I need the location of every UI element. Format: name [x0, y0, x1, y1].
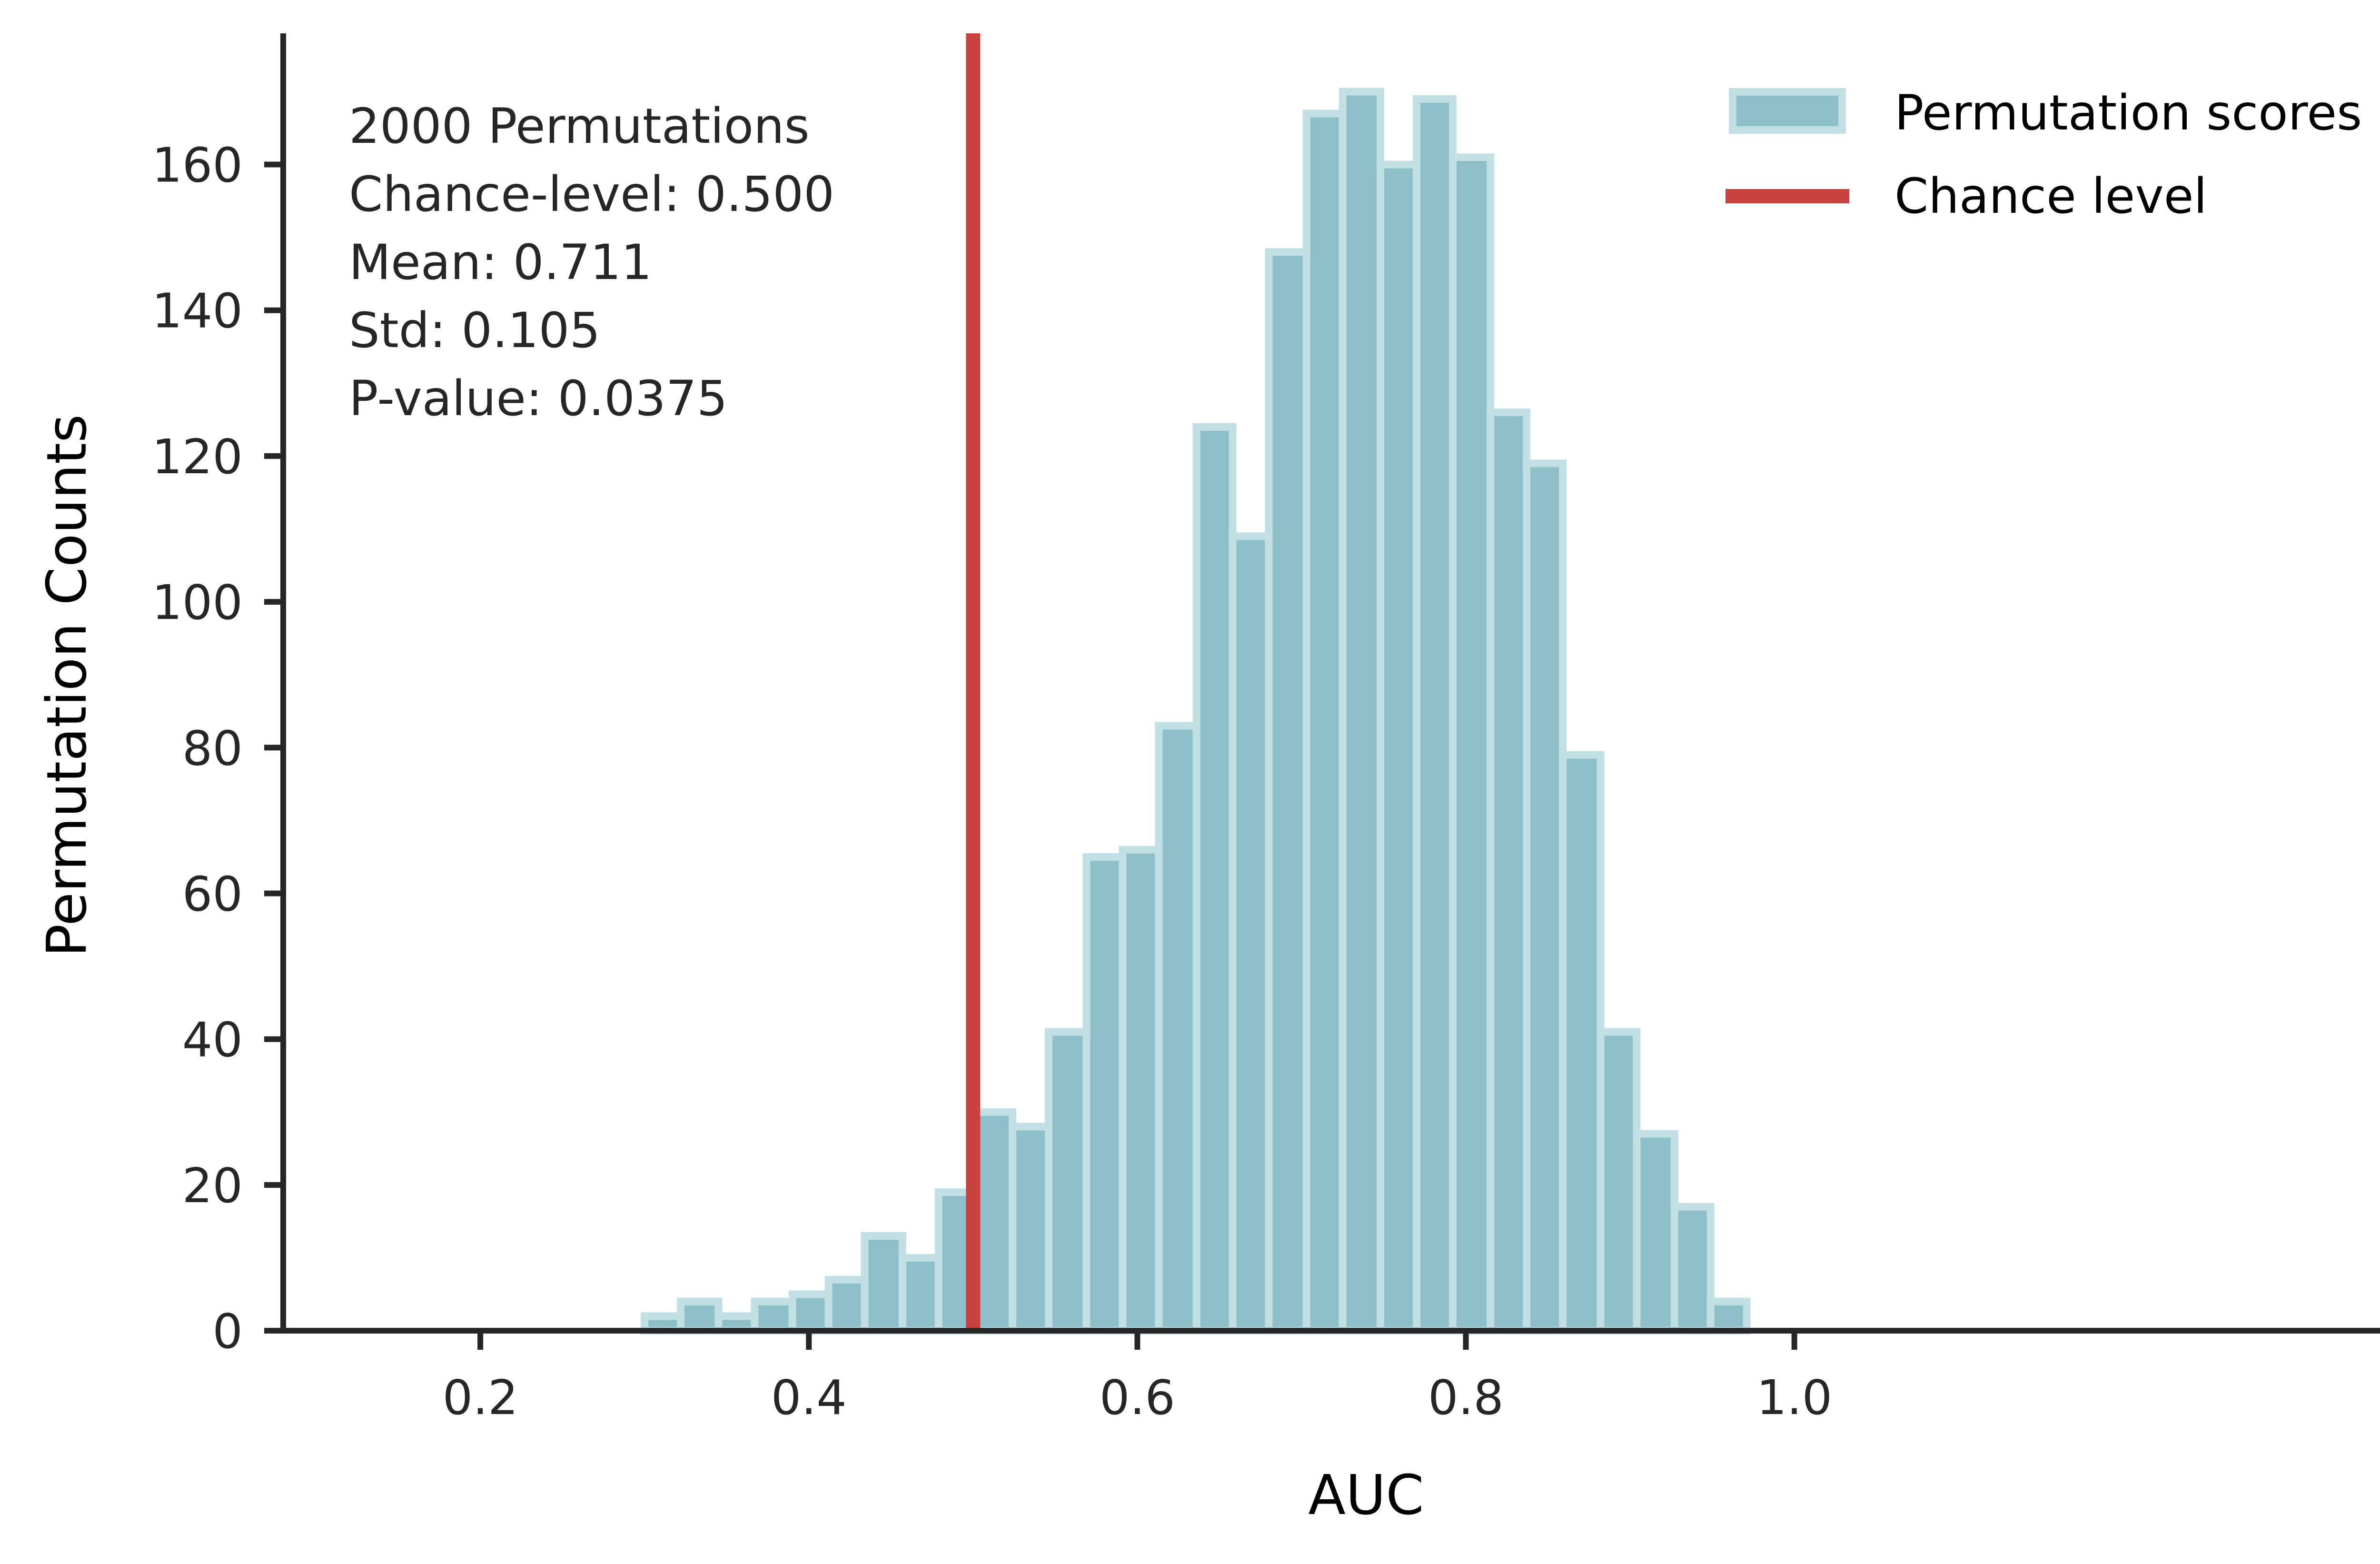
histogram-bar — [1487, 408, 1531, 1335]
y-tick-label: 20 — [182, 1158, 243, 1214]
histogram-bar — [1706, 1297, 1751, 1335]
y-axis-title: Permutation Counts — [35, 414, 99, 957]
histogram-bar — [1155, 722, 1200, 1335]
histogram-bar — [898, 1254, 942, 1335]
stats-line-chance-level: Chance-level: 0.500 — [349, 166, 834, 223]
y-tick-label: 160 — [152, 138, 243, 193]
histogram-bar — [677, 1297, 723, 1335]
stats-annotation: 2000 Permutations Chance-level: 0.500 Me… — [349, 98, 834, 427]
x-tick-label: 0.4 — [771, 1370, 847, 1425]
legend: Permutation scores Chance level — [1726, 85, 2362, 225]
histogram-bar — [751, 1297, 796, 1335]
axes — [280, 33, 2380, 1334]
x-ticks: 0.2 0.4 0.6 0.8 1.0 — [443, 1331, 1832, 1425]
legend-label-chance-level: Chance level — [1894, 168, 2207, 225]
x-tick-label: 0.8 — [1428, 1370, 1504, 1425]
histogram-bar — [1670, 1203, 1715, 1335]
y-ticks: 0 20 40 60 80 100 120 140 160 — [152, 138, 283, 1359]
legend-swatch-permutation-scores — [1729, 88, 1846, 134]
histogram-bar — [1119, 846, 1163, 1335]
histogram-bar — [1192, 423, 1237, 1335]
y-tick-label: 80 — [182, 720, 243, 776]
y-tick-label: 100 — [152, 575, 243, 630]
histogram-bars — [641, 88, 1751, 1335]
histogram-bar — [1413, 95, 1457, 1335]
stats-line-std: Std: 0.105 — [349, 302, 600, 359]
histogram-bar — [1377, 160, 1421, 1335]
histogram-bar — [1082, 853, 1127, 1335]
histogram-bar — [1633, 1130, 1678, 1335]
histogram-bar — [1523, 459, 1567, 1335]
y-tick-label: 60 — [182, 866, 243, 922]
histogram-bar — [1229, 532, 1273, 1335]
histogram-bar — [971, 1108, 1017, 1335]
stats-line-mean: Mean: 0.711 — [349, 234, 652, 291]
x-tick-label: 1.0 — [1756, 1370, 1832, 1425]
histogram-bar — [1339, 88, 1385, 1335]
y-tick-label: 0 — [212, 1304, 243, 1359]
histogram-bar — [1045, 1028, 1091, 1335]
y-tick-label: 120 — [152, 429, 243, 485]
legend-label-permutation-scores: Permutation scores — [1894, 85, 2362, 141]
histogram-bar — [1597, 1028, 1641, 1335]
histogram-bar — [1559, 751, 1605, 1335]
histogram-bar — [1302, 110, 1347, 1335]
y-tick-label: 140 — [152, 283, 243, 339]
histogram-bar — [1009, 1123, 1053, 1335]
histogram-bar — [788, 1290, 833, 1335]
histogram-bar — [1265, 248, 1310, 1335]
x-tick-label: 0.2 — [443, 1370, 518, 1425]
x-tick-label: 0.6 — [1100, 1370, 1175, 1425]
histogram-bar — [861, 1232, 906, 1335]
stats-line-permutations: 2000 Permutations — [349, 98, 810, 155]
y-tick-label: 40 — [182, 1012, 243, 1068]
histogram-bar — [1448, 153, 1495, 1335]
x-axis-title: AUC — [1308, 1464, 1424, 1527]
histogram-bar — [824, 1275, 869, 1335]
stats-line-p-value: P-value: 0.0375 — [349, 370, 728, 427]
